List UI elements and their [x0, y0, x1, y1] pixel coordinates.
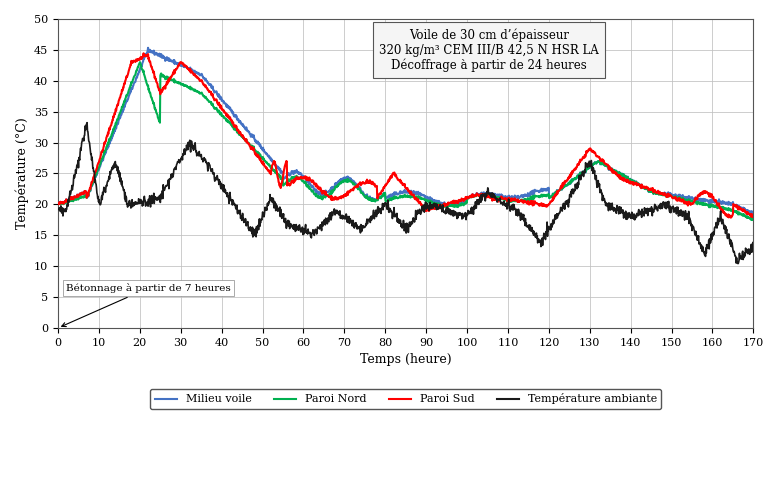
Legend: Milieu voile, Paroi Nord, Paroi Sud, Température ambiante: Milieu voile, Paroi Nord, Paroi Sud, Tem… [150, 389, 661, 409]
Text: Bétonnage à partir de 7 heures: Bétonnage à partir de 7 heures [62, 283, 231, 327]
Text: Voile de 30 cm d’épaisseur
320 kg/m³ CEM III/B 42,5 N HSR LA
Décoffrage à partir: Voile de 30 cm d’épaisseur 320 kg/m³ CEM… [379, 28, 599, 72]
Y-axis label: Température (°C): Température (°C) [15, 118, 29, 229]
X-axis label: Temps (heure): Temps (heure) [360, 353, 452, 366]
